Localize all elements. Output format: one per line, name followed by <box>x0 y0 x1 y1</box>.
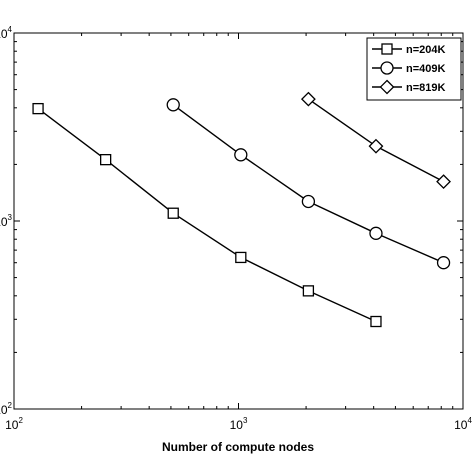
legend-label: n=409K <box>406 63 445 75</box>
series-square <box>32 102 382 328</box>
y-tick-label: 104 <box>0 25 13 41</box>
data-point-square <box>99 153 112 166</box>
data-point-circle <box>234 148 248 162</box>
data-point-circle <box>301 194 316 209</box>
data-point-square <box>370 315 382 328</box>
y-tick-label: 102 <box>0 401 13 417</box>
series-diamond <box>300 91 451 190</box>
data-point-diamond <box>436 174 451 190</box>
series-circle <box>166 98 451 270</box>
data-point-square <box>167 207 179 219</box>
axis-ticks <box>13 32 464 410</box>
legend-marker-square <box>381 43 393 55</box>
legend-marker-circle <box>380 61 394 75</box>
data-point-square <box>302 285 315 297</box>
data-point-square <box>235 251 247 264</box>
data-point-square <box>32 102 44 115</box>
legend: n=204K n=409K n=819K <box>366 37 462 101</box>
data-point-circle <box>166 98 180 112</box>
x-axis-title: Number of compute nodes <box>162 440 314 454</box>
data-point-circle <box>436 256 451 270</box>
legend-marker-diamond <box>379 79 395 95</box>
x-tick-label: 102 <box>5 416 23 432</box>
series-layer <box>32 91 451 328</box>
legend-label: n=819K <box>406 82 445 94</box>
data-point-diamond <box>368 138 384 154</box>
x-tick-label: 103 <box>230 416 248 432</box>
data-point-circle <box>369 226 383 240</box>
legend-label: n=204K <box>406 44 445 56</box>
series-line-square <box>37 108 377 323</box>
x-tick-label: 104 <box>454 416 472 432</box>
y-tick-label: 103 <box>0 213 13 229</box>
data-point-diamond <box>300 91 316 107</box>
axis-tick-labels: 102 103 104 102 103 104 <box>0 25 472 432</box>
